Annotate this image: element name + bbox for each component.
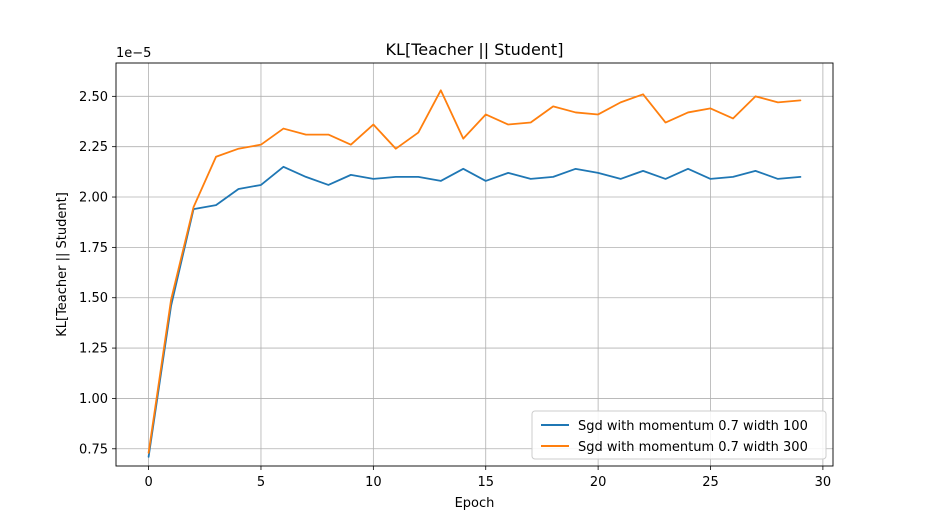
legend-label-width-300: Sgd with momentum 0.7 width 300: [578, 440, 808, 455]
x-tick-label: 25: [702, 475, 719, 490]
x-tick-label: 20: [590, 475, 607, 490]
plot-frame: [115, 62, 834, 467]
x-tick-label: 0: [144, 475, 152, 490]
x-tick-label: 30: [815, 475, 832, 490]
x-tick-label: 15: [477, 475, 494, 490]
y-tick-label: 2.25: [79, 140, 108, 155]
y-tick-label: 0.75: [79, 442, 108, 457]
legend-box: [531, 410, 827, 460]
y-axis: 0.75 1.00 1.25 1.50 1.75 2.00 2.25 2.50: [79, 90, 116, 457]
y-tick-label: 1.50: [79, 291, 108, 306]
y-tick-label: 1.75: [79, 241, 108, 256]
y-tick-label: 1.00: [79, 392, 108, 407]
y-axis-label: KL[Teacher || Student]: [55, 192, 70, 337]
x-axis: 0 5 10 15 20 25 30: [144, 466, 831, 490]
series-layer: [147, 89, 802, 458]
x-axis-label: Epoch: [455, 496, 495, 511]
series-line-width-100: [147, 165, 802, 458]
y-tick-label: 1.25: [79, 342, 108, 357]
x-tick-label: 5: [257, 475, 265, 490]
y-tick-label: 2.50: [79, 90, 108, 105]
x-tick-label: 10: [365, 475, 382, 490]
grid-lines: [116, 63, 833, 466]
y-tick-label: 2.00: [79, 191, 108, 206]
chart-title: KL[Teacher || Student]: [386, 40, 564, 59]
series-line-width-300: [147, 89, 802, 454]
legend: Sgd with momentum 0.7 width 100 Sgd with…: [531, 410, 827, 460]
legend-label-width-100: Sgd with momentum 0.7 width 100: [578, 419, 808, 434]
y-axis-scale-label: 1e−5: [116, 46, 151, 61]
